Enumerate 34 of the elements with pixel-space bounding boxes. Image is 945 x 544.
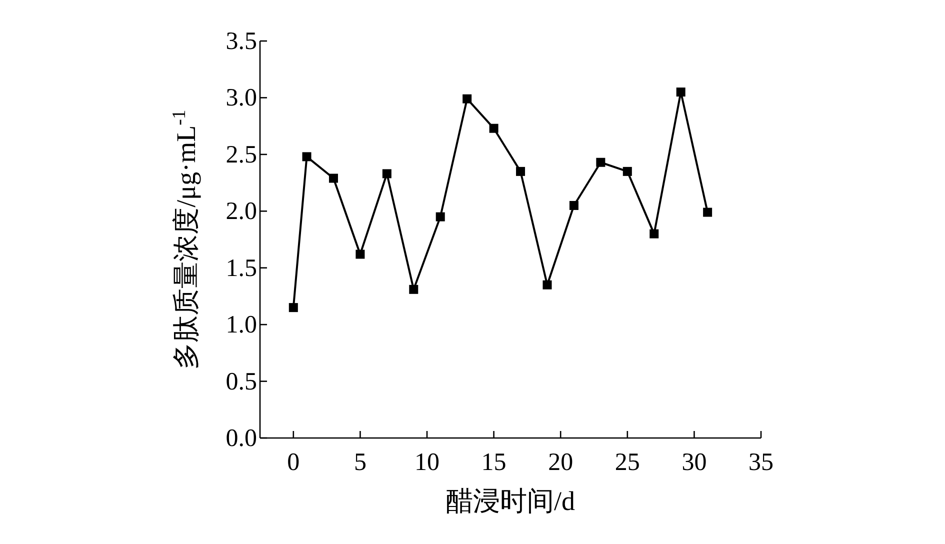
x-tick-label: 20: [548, 449, 574, 476]
x-tick-label: 10: [414, 449, 440, 476]
point: [382, 169, 392, 178]
x-tick-label: 30: [682, 449, 707, 476]
point: [356, 250, 365, 259]
point: [302, 152, 312, 162]
x-tick-label: 25: [614, 449, 640, 476]
point: [489, 124, 498, 133]
y-tick-label: 2.0: [226, 198, 257, 226]
point: [436, 212, 445, 222]
point: [650, 229, 659, 238]
point: [462, 94, 472, 104]
point: [328, 174, 338, 183]
y-tick-label: 1.0: [226, 312, 257, 339]
point: [409, 284, 418, 294]
y-tick-label: 3.0: [226, 84, 257, 112]
x-tick-label: 35: [748, 449, 774, 476]
y-tick-label: 0.5: [226, 368, 257, 396]
point: [622, 166, 632, 176]
y-tick-label: 1.5: [226, 254, 257, 282]
point: [516, 166, 526, 176]
point: [569, 200, 578, 210]
point: [676, 88, 686, 97]
point: [288, 303, 298, 312]
y-tick-label: 2.5: [226, 141, 257, 168]
x-tick-label: 0: [287, 449, 300, 476]
point: [703, 208, 712, 217]
x-axis-title: 醋浸时间/d: [446, 486, 576, 516]
point: [542, 280, 552, 290]
x-tick-label: 15: [481, 449, 506, 476]
y-tick-label: 3.5: [226, 28, 257, 55]
y-tick-label: 0.0: [226, 425, 257, 452]
x-tick-label: 5: [354, 449, 366, 476]
point: [596, 158, 606, 167]
